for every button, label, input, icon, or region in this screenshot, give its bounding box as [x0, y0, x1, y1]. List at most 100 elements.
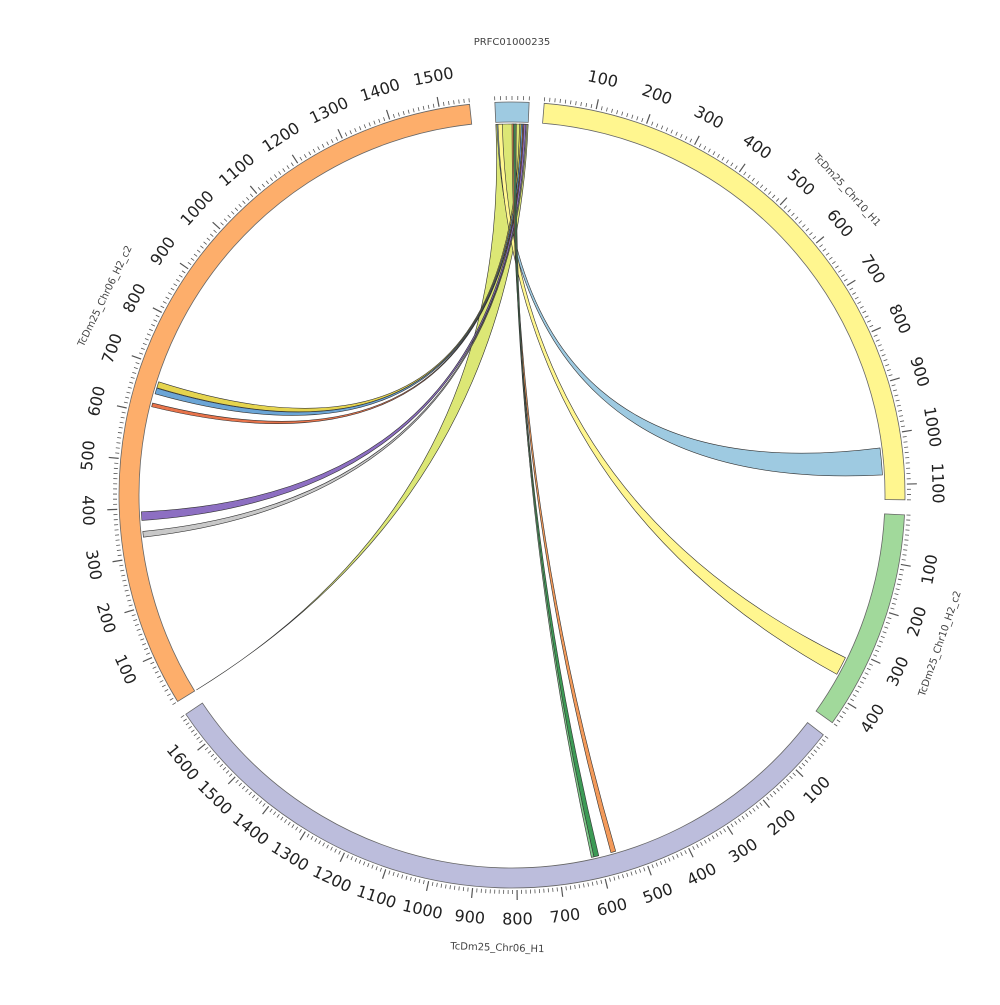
tick-mark [660, 861, 662, 865]
tick-mark [887, 370, 891, 371]
tick-mark [226, 771, 229, 774]
tick-mark [432, 882, 433, 886]
tick-mark [898, 410, 902, 411]
tick-mark [197, 737, 200, 739]
tick-mark [124, 585, 128, 586]
tick-mark [165, 689, 168, 691]
tick-mark [666, 128, 668, 132]
tick-label-chr10h2: 100 [917, 553, 941, 586]
tick-mark [419, 879, 420, 883]
segment-chr06h2[interactable] [119, 104, 472, 701]
tick-mark [808, 757, 811, 760]
tick-mark [576, 101, 577, 105]
tick-mark [883, 632, 887, 633]
tick-label-chr06h2: 300 [82, 548, 106, 581]
tick-mark [873, 655, 877, 657]
tick-mark [878, 345, 882, 347]
tick-mark [406, 876, 407, 880]
tick-label-chr06h2: 400 [78, 495, 98, 526]
tick-mark [708, 838, 710, 841]
tick-mark [656, 124, 657, 128]
tick-mark [229, 774, 232, 777]
tick-mark [167, 694, 170, 696]
tick-mark [784, 206, 787, 209]
tick-mark [270, 178, 272, 181]
tick-mark [805, 760, 808, 763]
tick-mark [561, 887, 562, 897]
tick-mark [300, 157, 302, 160]
tick-mark [865, 316, 869, 318]
tick-mark [735, 166, 737, 169]
tick-mark [871, 659, 880, 663]
tick-mark [246, 197, 249, 200]
tick-mark [796, 770, 803, 777]
tick-mark [819, 743, 822, 746]
tick-mark [437, 883, 438, 887]
tick-mark [776, 198, 779, 201]
tick-mark [273, 812, 275, 815]
tick-mark [450, 885, 451, 889]
tick-mark [664, 859, 666, 863]
tick-mark [768, 191, 771, 194]
tick-mark [760, 803, 763, 806]
tick-mark [246, 789, 249, 792]
tick-mark [259, 801, 262, 804]
tick-mark [132, 356, 141, 359]
tick-mark [844, 279, 847, 281]
tick-mark [122, 580, 126, 581]
tick-mark [262, 184, 265, 187]
links-layer [141, 124, 882, 857]
tick-mark [631, 872, 632, 876]
tick-mark [708, 149, 710, 152]
tick-mark [799, 766, 802, 769]
tick-mark [369, 123, 370, 127]
tick-label-chr06h2: 200 [93, 601, 120, 636]
tick-mark [374, 121, 375, 125]
tick-mark [223, 767, 226, 770]
tick-label-chr10h2: 200 [903, 604, 930, 639]
tick-label-chr06h2: 500 [77, 439, 99, 471]
tick-mark [588, 883, 589, 887]
tick-mark [142, 643, 146, 645]
tick-mark [591, 104, 592, 108]
tick-mark [835, 266, 838, 268]
tick-mark [752, 178, 754, 181]
tick-mark [242, 786, 245, 789]
tick-mark [788, 209, 791, 212]
tick-mark [387, 110, 390, 120]
tick-mark [886, 622, 890, 623]
tick-mark [134, 367, 138, 368]
tick-mark [182, 271, 185, 273]
tick-mark [888, 617, 892, 618]
tick-mark [211, 754, 214, 757]
tick-mark [802, 225, 805, 228]
tick-mark [763, 800, 769, 808]
tick-mark [154, 320, 158, 322]
tick-mark [131, 377, 135, 378]
tick-mark [228, 215, 231, 218]
tick-mark [893, 598, 897, 599]
tick-mark [900, 421, 904, 422]
tick-mark [398, 113, 399, 117]
segment-prfc[interactable] [495, 102, 529, 122]
tick-mark [869, 325, 873, 327]
tick-mark [336, 137, 338, 141]
tick-mark [208, 751, 211, 754]
tick-mark [850, 288, 853, 290]
tick-mark [867, 320, 871, 322]
tick-mark [876, 340, 880, 342]
tick-mark [898, 579, 902, 580]
tick-label-chr10h1: 400 [739, 130, 775, 163]
tick-mark [610, 878, 611, 882]
tick-mark [274, 174, 276, 177]
tick-mark [903, 436, 907, 437]
segment-chr10h2[interactable] [816, 514, 904, 723]
tick-mark [685, 850, 687, 854]
tick-mark [890, 608, 894, 609]
segment-chr10h1[interactable] [543, 103, 905, 499]
tick-mark [119, 427, 123, 428]
tick-label-chr06h1: 1300 [268, 838, 313, 876]
tick-mark [850, 699, 853, 701]
tick-label-chr06h2: 600 [84, 384, 109, 418]
tick-mark [125, 397, 129, 398]
